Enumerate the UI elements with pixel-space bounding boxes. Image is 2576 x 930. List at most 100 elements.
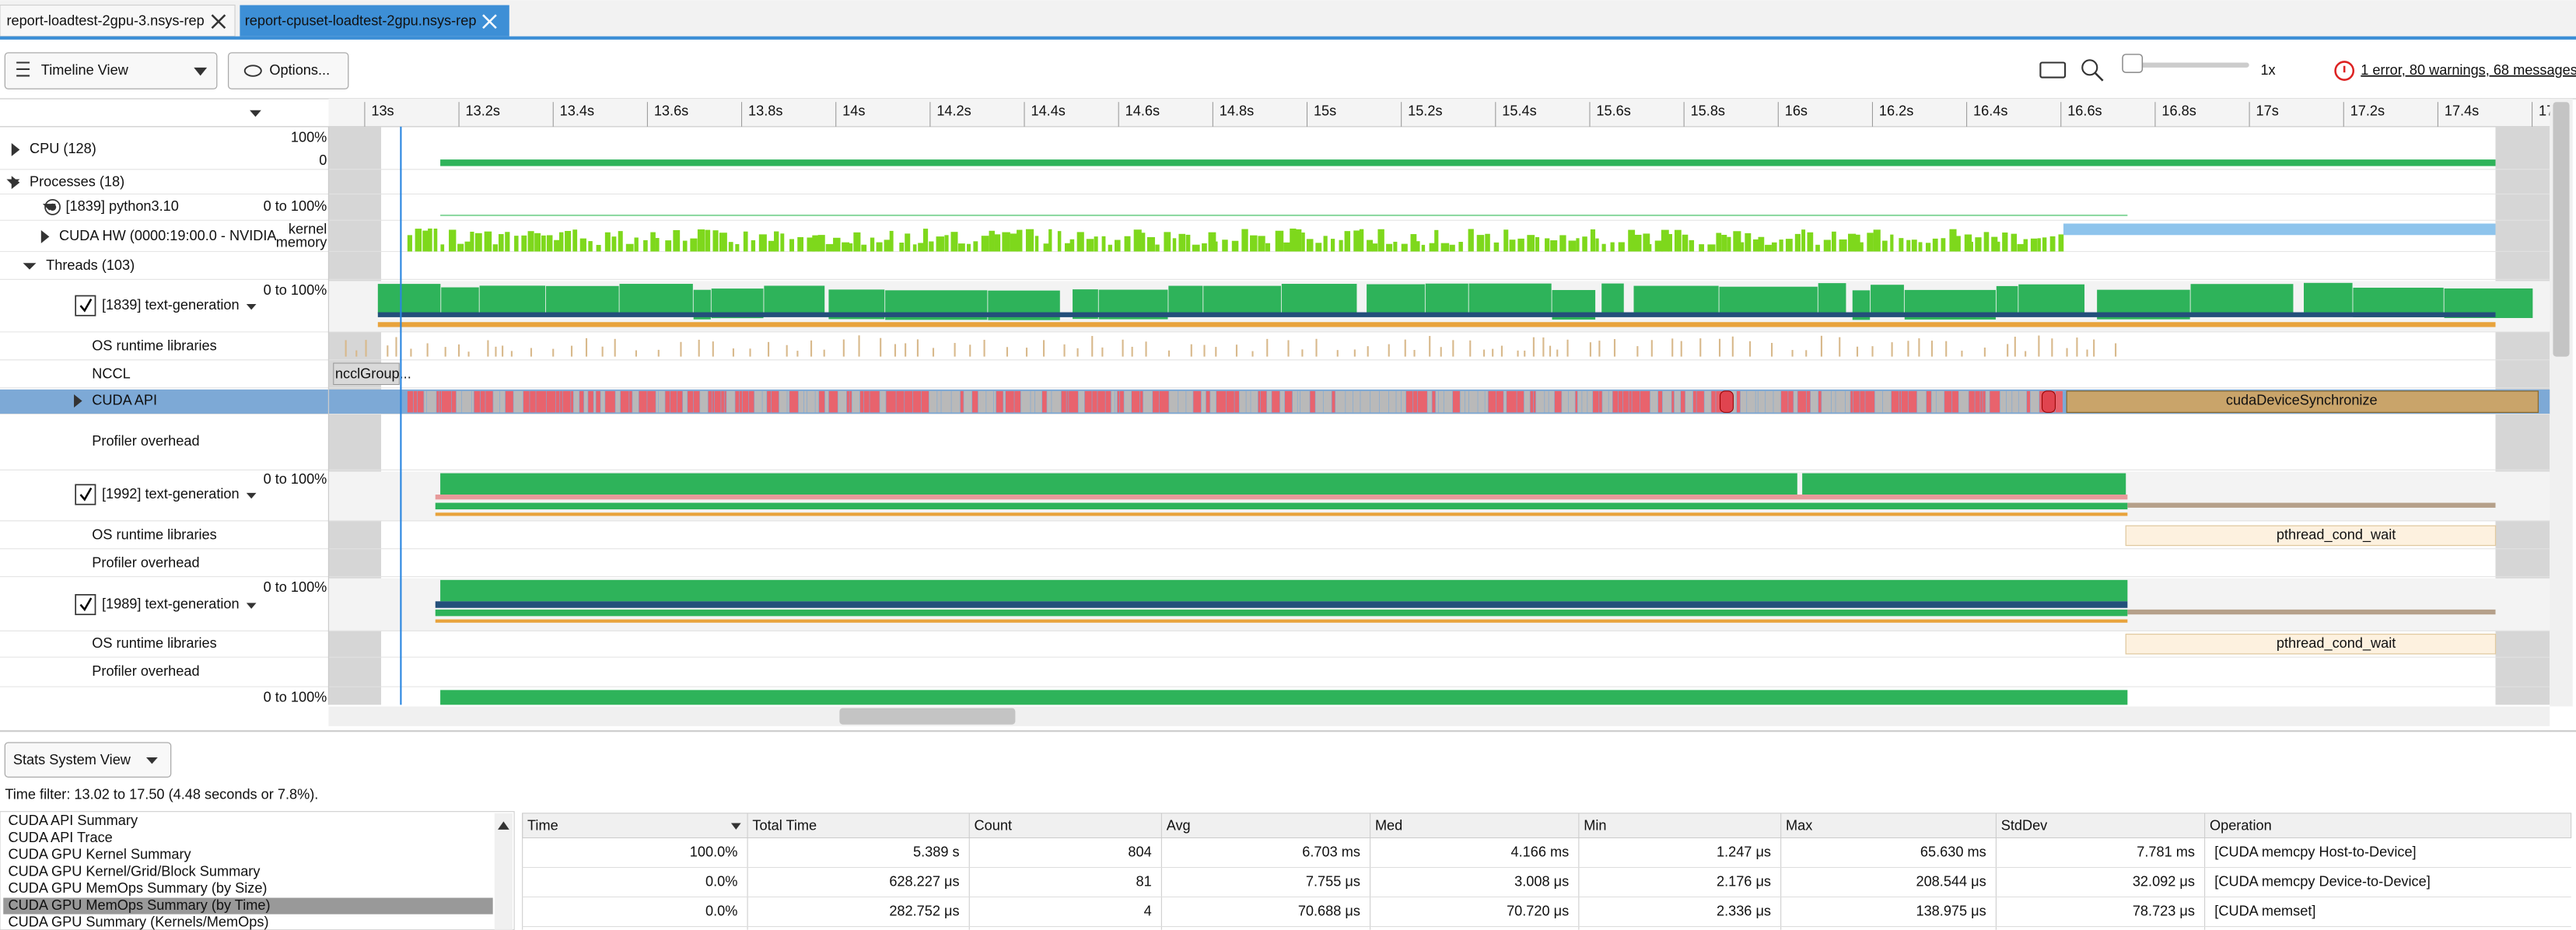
column-header[interactable]: Time xyxy=(527,817,558,833)
api-call xyxy=(1153,391,1159,412)
table-cell: 628.227 μs xyxy=(889,873,959,889)
report-item[interactable]: CUDA GPU MemOps Summary (by Time) xyxy=(9,897,271,913)
column-header[interactable]: Max xyxy=(1786,817,1812,833)
kernel-activity xyxy=(1753,239,1759,252)
tab-title[interactable]: report-cpuset-loadtest-2gpu.nsys-rep xyxy=(245,12,477,28)
tree-label[interactable]: Profiler overhead xyxy=(92,663,199,679)
api-call xyxy=(1846,391,1850,412)
os-call xyxy=(1251,351,1253,357)
api-call xyxy=(1507,391,1517,412)
kernel-activity xyxy=(572,229,577,251)
os-call xyxy=(824,350,825,357)
kernel-activity xyxy=(1550,240,1557,251)
os-call xyxy=(1699,338,1701,356)
report-item[interactable]: CUDA GPU Summary (Kernels/MemOps) xyxy=(9,914,269,930)
column-header[interactable]: Avg xyxy=(1167,817,1191,833)
kernel-activity xyxy=(528,231,534,251)
tree-label[interactable]: NCCL xyxy=(92,366,130,382)
api-call xyxy=(1937,391,1944,412)
os-call xyxy=(1440,347,1442,356)
api-call xyxy=(815,391,818,412)
kernel-activity xyxy=(1535,237,1539,251)
thread-line xyxy=(436,610,2128,616)
options-label[interactable]: Options... xyxy=(269,62,330,78)
os-call xyxy=(680,342,681,357)
kernel-activity xyxy=(449,229,456,251)
report-item[interactable]: CUDA GPU MemOps Summary (by Size) xyxy=(9,880,268,896)
tree-label[interactable]: OS runtime libraries xyxy=(92,338,216,354)
tree-label[interactable]: CPU (128) xyxy=(30,141,96,156)
api-call xyxy=(1832,391,1836,412)
tree-label[interactable]: Threads (103) xyxy=(46,257,135,273)
column-header[interactable]: Operation xyxy=(2210,817,2272,833)
tab-title[interactable]: report-loadtest-2gpu-3.nsys-rep xyxy=(6,12,204,28)
os-call xyxy=(1771,343,1773,357)
report-item[interactable]: CUDA API Summary xyxy=(9,813,138,828)
os-call xyxy=(1961,351,1962,357)
kernel-activity xyxy=(1155,245,1159,252)
column-header[interactable]: Med xyxy=(1375,817,1402,833)
os-call xyxy=(2014,337,2016,357)
tree-label[interactable]: Processes (18) xyxy=(30,173,124,189)
tree-label[interactable]: [1839] python3.10 xyxy=(65,198,178,214)
report-item[interactable]: CUDA GPU Kernel/Grid/Block Summary xyxy=(9,863,261,879)
tree-label[interactable]: OS runtime libraries xyxy=(92,635,216,651)
kernel-activity xyxy=(1002,232,1010,252)
api-call xyxy=(913,391,922,412)
tree-label[interactable]: CUDA API xyxy=(92,392,157,407)
kernel-activity xyxy=(1926,243,1930,251)
scale-label: 0 to 100% xyxy=(264,690,327,705)
tree-label[interactable]: [1989] text-generation xyxy=(102,596,240,611)
tree-label[interactable]: Profiler overhead xyxy=(92,433,199,449)
kernel-activity xyxy=(1250,236,1258,252)
tree-label[interactable]: [1992] text-generation xyxy=(102,486,240,502)
kernel-activity xyxy=(1975,237,1981,251)
api-call xyxy=(584,391,588,412)
kernel-activity xyxy=(499,234,504,251)
table-cell: 0.0% xyxy=(705,873,737,889)
kernel-activity xyxy=(440,244,444,251)
api-call xyxy=(725,391,726,412)
table-cell: 1.247 μs xyxy=(1717,844,1771,859)
kernel-activity xyxy=(415,229,422,251)
api-call xyxy=(1258,391,1260,412)
os-call xyxy=(1945,341,1947,357)
os-call xyxy=(602,347,604,357)
column-header[interactable]: Total Time xyxy=(752,817,817,833)
kernel-activity xyxy=(1296,229,1302,252)
api-call xyxy=(804,391,807,412)
kernel-activity xyxy=(1707,244,1715,251)
api-call xyxy=(922,391,929,412)
kernel-activity xyxy=(995,234,1000,251)
tree-label[interactable]: CUDA HW (0000:19:00.0 - NVIDIA xyxy=(59,228,277,243)
column-header[interactable]: Min xyxy=(1584,817,1606,833)
messages-link[interactable]: 1 error, 80 warnings, 68 messages xyxy=(2361,62,2576,78)
api-call xyxy=(1021,391,1031,412)
sync-label: cudaDeviceSynchronize xyxy=(2226,392,2378,407)
column-header[interactable]: StdDev xyxy=(2001,817,2048,833)
kernel-activity xyxy=(1890,235,1893,252)
api-call xyxy=(1234,391,1239,412)
kernel-activity xyxy=(457,244,464,252)
report-item[interactable]: CUDA API Trace xyxy=(9,830,113,845)
kernel-activity xyxy=(1241,229,1248,252)
api-call xyxy=(1014,391,1020,412)
os-call xyxy=(1191,344,1192,357)
stats-view-label[interactable]: Stats System View xyxy=(13,752,131,767)
view-label[interactable]: Timeline View xyxy=(41,62,129,78)
api-call xyxy=(847,391,849,412)
column-header[interactable]: Count xyxy=(975,817,1012,833)
tree-label[interactable]: OS runtime libraries xyxy=(92,527,216,543)
thread-activity xyxy=(1203,286,1281,316)
api-call xyxy=(639,391,647,412)
kernel-activity xyxy=(1214,242,1218,252)
api-call xyxy=(1261,391,1267,412)
api-call xyxy=(1285,391,1292,412)
api-call xyxy=(1210,391,1216,412)
report-item[interactable]: CUDA GPU Kernel Summary xyxy=(9,847,192,862)
api-call xyxy=(1132,391,1139,412)
table-cell: 2.336 μs xyxy=(1717,903,1771,918)
os-call xyxy=(969,344,971,356)
tree-label[interactable]: Profiler overhead xyxy=(92,555,199,571)
tree-label[interactable]: [1839] text-generation xyxy=(102,297,240,313)
